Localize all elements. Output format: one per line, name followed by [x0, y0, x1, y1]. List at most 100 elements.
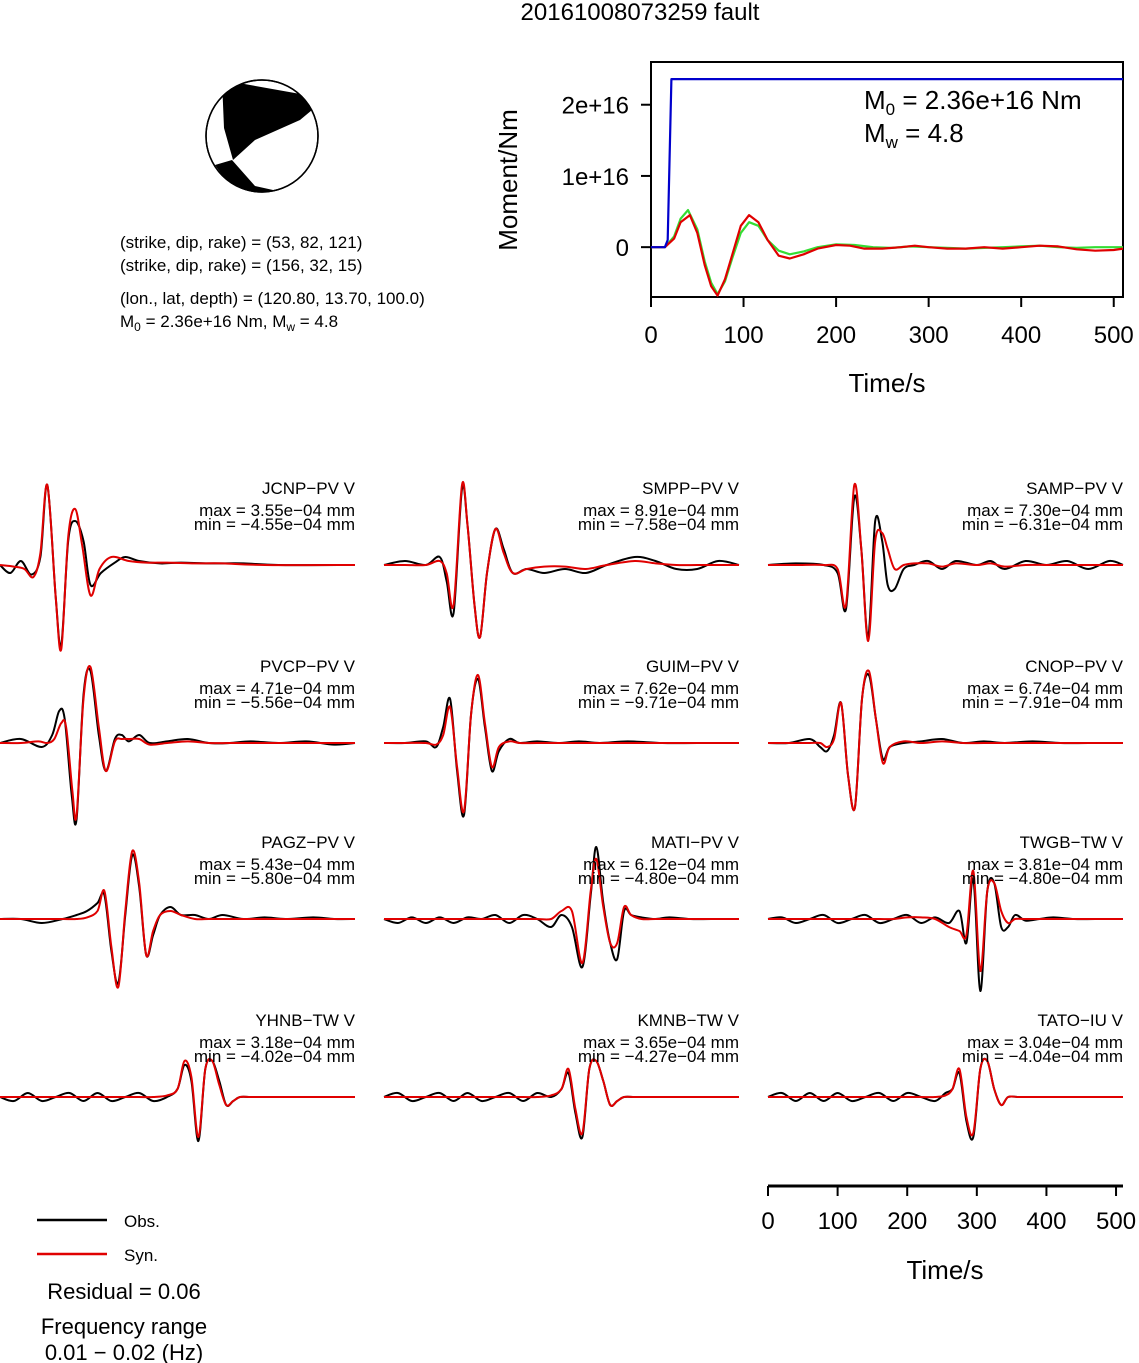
moment-series-red	[651, 214, 1124, 297]
station-max: max = 5.43e−04 mm	[199, 855, 355, 874]
moment-xtick-label: 0	[644, 322, 657, 349]
moment-ytick-label: 0	[616, 235, 629, 262]
legend-obs-label: Obs.	[124, 1212, 160, 1231]
m0-sub: 0	[886, 100, 895, 119]
station-name: KMNB−TW V	[637, 1011, 739, 1030]
station-max: max = 7.30e−04 mm	[967, 501, 1123, 520]
synthetic-trace	[0, 849, 355, 989]
moment-series-blue	[651, 77, 1123, 249]
station-name: JCNP−PV V	[262, 479, 356, 498]
station-min: min = −4.27e−04 mm	[578, 1047, 739, 1066]
station-max: max = 3.18e−04 mm	[199, 1033, 355, 1052]
mw-sub: w	[285, 320, 295, 334]
frequency-range: 0.01 − 0.02 (Hz)	[45, 1340, 203, 1363]
station-min: min = −4.55e−04 mm	[194, 515, 355, 534]
moment-prefix: M	[120, 312, 134, 331]
moment-summary: M0 = 2.36e+16 Nm, Mw = 4.8	[120, 312, 338, 334]
station-min: min = −4.80e−04 mm	[578, 869, 739, 888]
moment-xtick-label: 100	[724, 322, 764, 349]
station-max: max = 3.04e−04 mm	[967, 1033, 1123, 1052]
observed-trace	[767, 1057, 1123, 1141]
station-name: GUIM−PV V	[646, 657, 740, 676]
station-max: max = 7.62e−04 mm	[583, 679, 739, 698]
frequency-label: Frequency range	[41, 1314, 207, 1339]
moment-ytick-label: 1e+16	[562, 164, 629, 191]
synthetic-trace	[383, 481, 739, 639]
m0-value: = 2.36e+16 Nm	[895, 85, 1081, 115]
observed-trace	[383, 845, 739, 969]
station-max: max = 3.65e−04 mm	[583, 1033, 739, 1052]
moment-xtick-label: 200	[816, 322, 856, 349]
station-max: max = 6.12e−04 mm	[583, 855, 739, 874]
m0-annotation: M0 = 2.36e+16 Nm	[864, 85, 1082, 119]
station-name: MATI−PV V	[651, 833, 740, 852]
station-min: min = −4.04e−04 mm	[962, 1047, 1123, 1066]
waveform-xtick-label: 100	[818, 1208, 858, 1235]
station-min: min = −9.71e−04 mm	[578, 693, 739, 712]
station-name: PVCP−PV V	[260, 657, 356, 676]
station-name: YHNB−TW V	[255, 1011, 355, 1030]
observed-trace	[0, 667, 356, 826]
mw-annotation: Mw = 4.8	[864, 118, 964, 152]
moment-xlabel: Time/s	[848, 368, 925, 398]
synthetic-trace	[384, 1058, 739, 1136]
moment-series-green	[651, 209, 1123, 296]
figure-title: 20161008073259 fault	[521, 0, 760, 26]
observed-trace	[0, 1058, 355, 1143]
synthetic-trace	[384, 673, 739, 814]
hypocenter-location: (lon., lat, depth) = (120.80, 13.70, 100…	[120, 289, 425, 308]
station-name: PAGZ−PV V	[261, 833, 355, 852]
waveform-xtick-label: 300	[957, 1208, 997, 1235]
station-max: max = 6.74e−04 mm	[967, 679, 1123, 698]
moment-sub: 0	[134, 320, 141, 334]
station-min: min = −5.80e−04 mm	[194, 869, 355, 888]
synthetic-trace	[383, 857, 739, 965]
moment-ytick-label: 2e+16	[562, 93, 629, 120]
synthetic-trace	[767, 482, 1123, 643]
moment-value: = 2.36e+16 Nm, M	[141, 312, 287, 331]
moment-xtick-label: 500	[1094, 322, 1134, 349]
m0-prefix: M	[864, 85, 886, 115]
moment-xtick-label: 300	[909, 322, 949, 349]
station-min: min = −5.56e−04 mm	[194, 693, 355, 712]
station-name: TATO−IU V	[1038, 1011, 1124, 1030]
station-min: min = −7.91e−04 mm	[962, 693, 1123, 712]
waveform-xlabel: Time/s	[906, 1255, 983, 1285]
synthetic-trace	[0, 665, 355, 821]
beachball-icon	[205, 79, 319, 193]
station-name: SMPP−PV V	[642, 479, 740, 498]
synthetic-trace	[0, 1058, 355, 1139]
station-min: min = −7.58e−04 mm	[578, 515, 739, 534]
mechanism-info: (strike, dip, rake) = (53, 82, 121) (str…	[120, 233, 425, 334]
station-name: TWGB−TW V	[1020, 833, 1124, 852]
synthetic-trace	[768, 1057, 1123, 1137]
waveform-xtick-label: 500	[1096, 1208, 1136, 1235]
mw-value: = 4.8	[295, 312, 338, 331]
station-min: min = −4.80e−04 mm	[962, 869, 1123, 888]
moment-ylabel: Moment/Nm	[493, 109, 523, 251]
mw-value-annot: = 4.8	[898, 118, 964, 148]
synthetic-trace	[0, 483, 356, 652]
observed-trace	[383, 1058, 739, 1140]
residual-text: Residual = 0.06	[47, 1279, 201, 1304]
legend-syn-label: Syn.	[124, 1246, 158, 1265]
station-name: SAMP−PV V	[1026, 479, 1124, 498]
synthetic-trace	[767, 869, 1123, 973]
mw-sub-annot: w	[885, 133, 899, 152]
waveform-xtick-label: 400	[1026, 1208, 1066, 1235]
